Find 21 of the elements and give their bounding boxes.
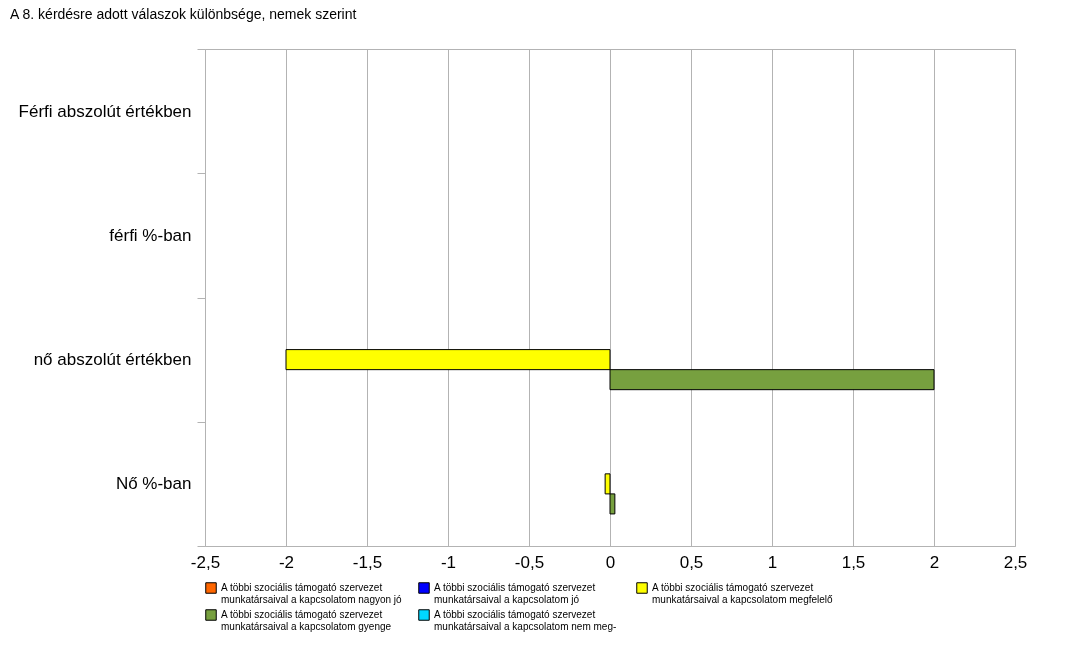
x-tick-label: 0 — [605, 552, 616, 572]
x-tick-label: -0,5 — [514, 552, 545, 572]
y-tick-label: férfi %-ban — [109, 225, 192, 245]
x-tick-label: -2,5 — [190, 552, 221, 572]
x-tick-label: 2 — [929, 552, 940, 572]
x-tick-label: -1,5 — [352, 552, 383, 572]
x-tick-label: -2 — [278, 552, 295, 572]
legend-label: A többi szociális támogató szervezet munkatársaival a kapcsolatom nagyon jó — [221, 582, 403, 605]
y-tick-label: Férfi abszolút értékben — [18, 101, 192, 121]
x-tick-label: 1 — [767, 552, 778, 572]
x-tick-label: 2,5 — [1003, 552, 1028, 572]
x-tick-label: -1 — [440, 552, 457, 572]
legend-label: A többi szociális támogató szervezet munkatársaival a kapcsolatom nem meg- — [434, 609, 617, 632]
legend-label: A többi szociális támogató szervezet munkatársaival a kapcsolatom gyenge — [221, 609, 392, 632]
y-tick-label: nő abszolút értékben — [33, 350, 192, 370]
legend-label: A többi szociális támogató szervezet munkatársaival a kapcsolatom megfelelő — [652, 582, 834, 605]
x-tick-label: 1,5 — [841, 552, 866, 572]
chart-title: A 8. kérdésre adott válaszok különbsége, nemek szerint — [10, 6, 357, 22]
legend-label: A többi szociális támogató szervezet munkatársaival a kapcsolatom jó — [434, 582, 596, 605]
y-tick-label: Nő %-ban — [115, 474, 192, 494]
x-tick-label: 0,5 — [679, 552, 704, 572]
